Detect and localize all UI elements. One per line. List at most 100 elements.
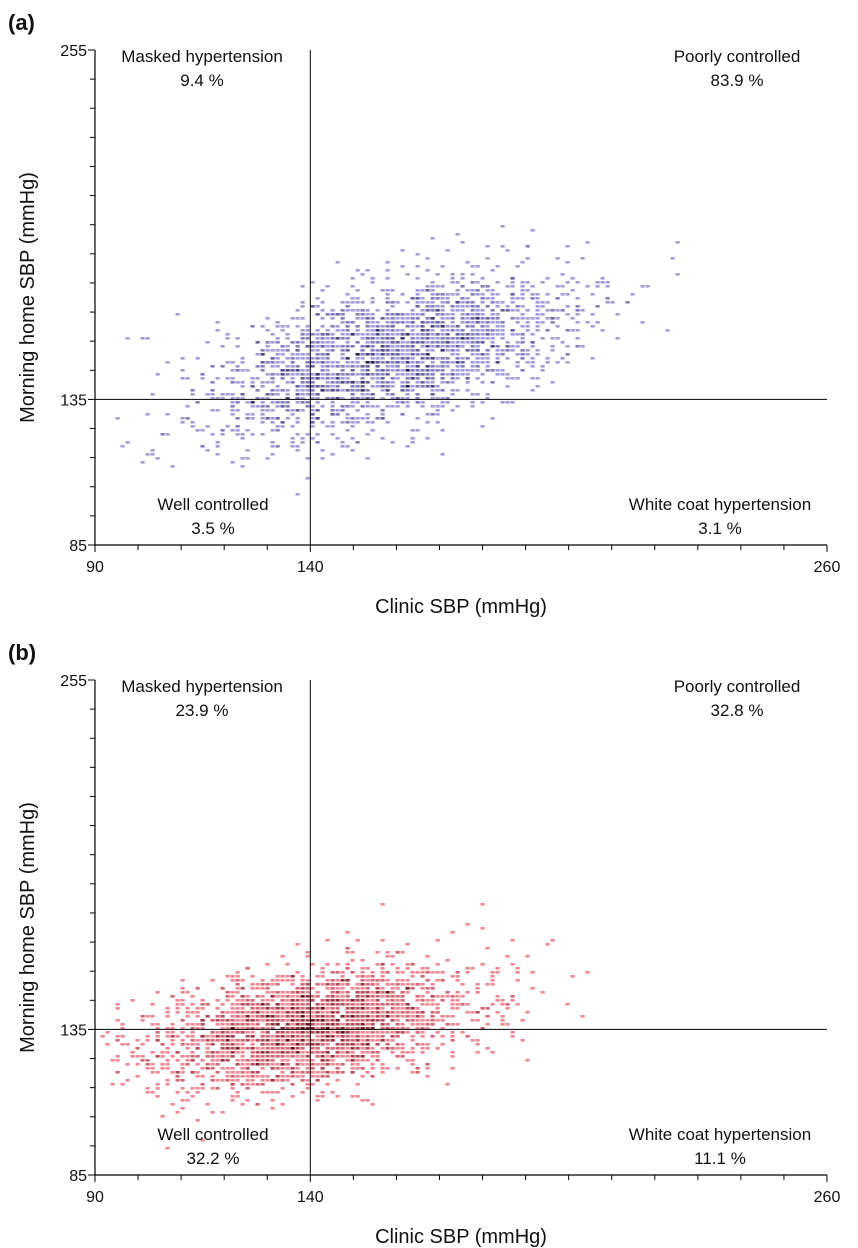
scatter-point bbox=[485, 289, 490, 292]
scatter-point bbox=[230, 429, 235, 432]
scatter-point bbox=[305, 345, 310, 348]
scatter-point bbox=[385, 1015, 390, 1018]
scatter-point bbox=[170, 1035, 175, 1038]
scatter-point bbox=[330, 373, 335, 376]
scatter-point bbox=[390, 1035, 395, 1038]
scatter-point bbox=[275, 337, 280, 340]
scatter-point bbox=[285, 409, 290, 412]
scatter-point bbox=[200, 1139, 205, 1142]
scatter-point bbox=[435, 321, 440, 324]
scatter-point bbox=[235, 971, 240, 974]
scatter-point bbox=[320, 457, 325, 460]
scatter-point bbox=[285, 1031, 290, 1034]
scatter-point bbox=[305, 1055, 310, 1058]
scatter-point bbox=[345, 321, 350, 324]
scatter-point bbox=[245, 1099, 250, 1102]
scatter-point bbox=[385, 955, 390, 958]
scatter-point bbox=[345, 951, 350, 954]
scatter-point bbox=[120, 1083, 125, 1086]
scatter-point bbox=[170, 995, 175, 998]
scatter-point bbox=[415, 333, 420, 336]
scatter-point bbox=[440, 1027, 445, 1030]
scatter-point bbox=[380, 1035, 385, 1038]
scatter-point bbox=[325, 349, 330, 352]
scatter-point bbox=[340, 337, 345, 340]
scatter-point bbox=[430, 385, 435, 388]
scatter-point bbox=[295, 345, 300, 348]
scatter-point bbox=[370, 397, 375, 400]
scatter-point bbox=[185, 1011, 190, 1014]
scatter-point bbox=[240, 1003, 245, 1006]
scatter-point bbox=[270, 333, 275, 336]
scatter-point bbox=[415, 337, 420, 340]
scatter-point bbox=[490, 975, 495, 978]
scatter-point bbox=[400, 265, 405, 268]
scatter-point bbox=[310, 1015, 315, 1018]
scatter-point bbox=[265, 1015, 270, 1018]
scatter-point bbox=[375, 417, 380, 420]
scatter-point bbox=[475, 393, 480, 396]
scatter-point bbox=[485, 947, 490, 950]
scatter-point bbox=[205, 1003, 210, 1006]
scatter-point bbox=[490, 345, 495, 348]
scatter-point bbox=[385, 297, 390, 300]
scatter-point bbox=[415, 317, 420, 320]
scatter-point bbox=[315, 1031, 320, 1034]
scatter-point bbox=[250, 1047, 255, 1050]
scatter-point bbox=[380, 341, 385, 344]
scatter-point bbox=[115, 1059, 120, 1062]
scatter-point bbox=[475, 321, 480, 324]
scatter-point bbox=[370, 281, 375, 284]
scatter-point bbox=[490, 369, 495, 372]
scatter-point bbox=[520, 1019, 525, 1022]
scatter-point bbox=[300, 337, 305, 340]
scatter-point bbox=[420, 1035, 425, 1038]
scatter-point bbox=[520, 289, 525, 292]
scatter-point bbox=[505, 341, 510, 344]
scatter-point bbox=[615, 337, 620, 340]
scatter-point bbox=[240, 1103, 245, 1106]
scatter-point bbox=[305, 987, 310, 990]
scatter-point bbox=[275, 385, 280, 388]
scatter-point bbox=[305, 955, 310, 958]
scatter-point bbox=[515, 1003, 520, 1006]
scatter-point bbox=[500, 373, 505, 376]
scatter-point bbox=[290, 999, 295, 1002]
scatter-point bbox=[335, 1023, 340, 1026]
scatter-point bbox=[380, 975, 385, 978]
scatter-point bbox=[290, 361, 295, 364]
scatter-point bbox=[250, 1007, 255, 1010]
scatter-point bbox=[405, 1059, 410, 1062]
scatter-point bbox=[240, 433, 245, 436]
scatter-point bbox=[340, 999, 345, 1002]
scatter-point bbox=[485, 1023, 490, 1026]
scatter-point bbox=[180, 1019, 185, 1022]
scatter-point bbox=[365, 313, 370, 316]
scatter-point bbox=[280, 1071, 285, 1074]
scatter-point bbox=[430, 329, 435, 332]
scatter-point bbox=[375, 995, 380, 998]
scatter-point bbox=[470, 317, 475, 320]
scatter-point bbox=[335, 1063, 340, 1066]
scatter-point bbox=[335, 365, 340, 368]
scatter-point bbox=[275, 445, 280, 448]
scatter-point bbox=[375, 963, 380, 966]
scatter-point bbox=[425, 345, 430, 348]
scatter-point bbox=[380, 345, 385, 348]
scatter-point bbox=[290, 353, 295, 356]
scatter-point bbox=[275, 1079, 280, 1082]
scatter-point bbox=[270, 377, 275, 380]
scatter-point bbox=[475, 1011, 480, 1014]
scatter-point bbox=[355, 417, 360, 420]
scatter-point bbox=[425, 437, 430, 440]
scatter-point bbox=[495, 301, 500, 304]
scatter-point bbox=[355, 397, 360, 400]
scatter-point bbox=[305, 983, 310, 986]
scatter-point bbox=[195, 987, 200, 990]
scatter-point bbox=[500, 321, 505, 324]
scatter-point bbox=[440, 333, 445, 336]
scatter-point bbox=[195, 1011, 200, 1014]
scatter-point bbox=[360, 317, 365, 320]
scatter-point bbox=[335, 437, 340, 440]
scatter-point bbox=[320, 983, 325, 986]
